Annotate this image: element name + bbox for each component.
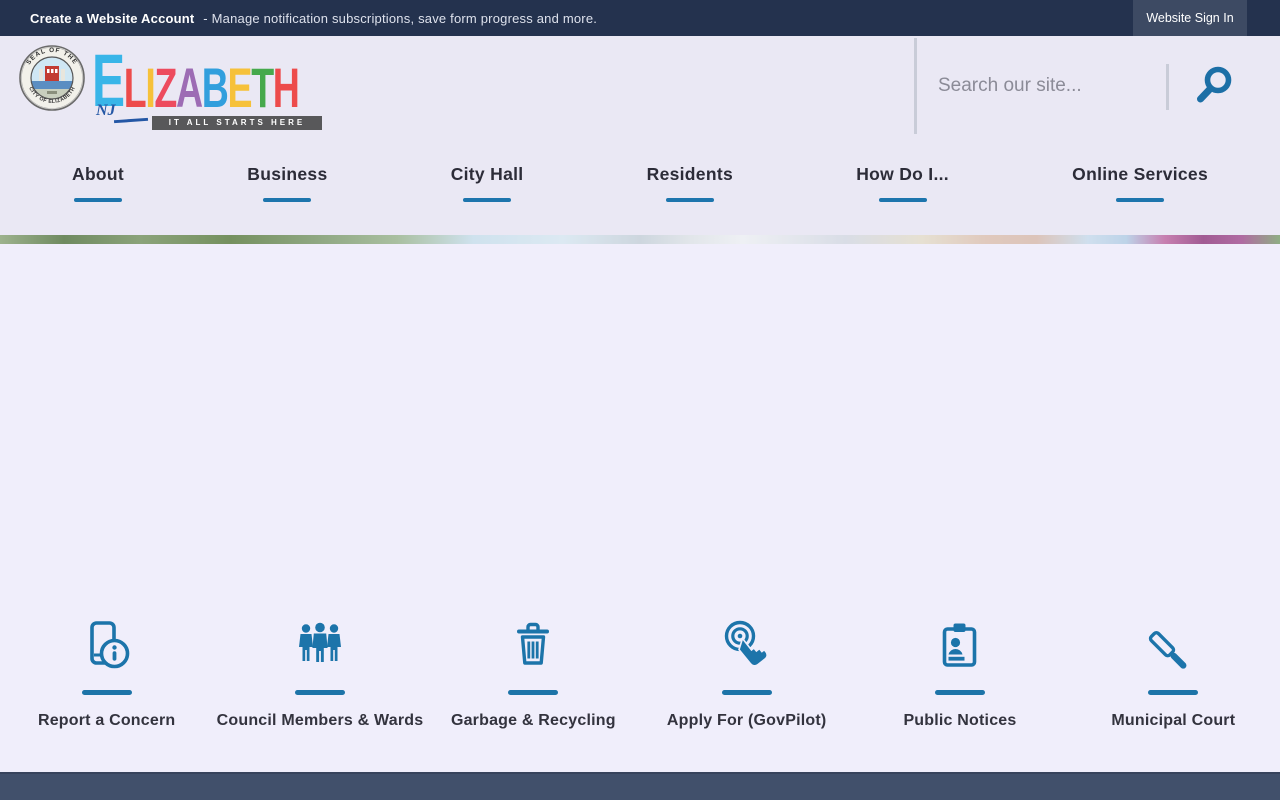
- promo-description: - Manage notification subscriptions, sav…: [203, 10, 598, 26]
- nj-state-label: NJ: [96, 102, 116, 119]
- logo-letter: H: [272, 56, 300, 120]
- hero-image-strip: [0, 235, 1280, 244]
- footer-bar: [0, 772, 1280, 800]
- site-header: SEAL OF THE CITY OF ELIZABETH E L I Z A …: [0, 36, 1280, 136]
- nav-item-city-hall[interactable]: City Hall: [451, 136, 524, 235]
- search-divider: [1166, 64, 1169, 110]
- quicklink-public-notices[interactable]: Public Notices: [853, 617, 1066, 730]
- nav-underline: [878, 197, 927, 202]
- nav-label: City Hall: [450, 163, 524, 184]
- logo-letter: A: [175, 56, 203, 120]
- logo-tagline: IT ALL STARTS HERE: [152, 115, 322, 130]
- search-button[interactable]: [1192, 64, 1236, 108]
- clipboard-person-icon: [942, 623, 977, 667]
- logo-letters: E L I Z A B E T H: [92, 39, 320, 122]
- nav-label: Business: [247, 163, 328, 184]
- nav-label: About: [72, 163, 125, 184]
- elizabeth-wordmark-logo[interactable]: E L I Z A B E T H NJ IT ALL STARTS HERE: [92, 39, 432, 130]
- search-icon: [1197, 66, 1232, 103]
- people-icon: [298, 622, 341, 662]
- quicklink-underline: [721, 690, 772, 695]
- logo-letter: E: [92, 39, 125, 122]
- nav-label: Online Services: [1072, 163, 1208, 184]
- nav-underline: [463, 197, 512, 202]
- nav-label: How Do I...: [856, 163, 949, 184]
- nav-underline: [263, 197, 312, 202]
- nav-label: Residents: [646, 163, 733, 184]
- nav-underline: [665, 197, 714, 202]
- header-divider: [914, 38, 917, 134]
- quicklink-municipal-court[interactable]: Municipal Court: [1067, 617, 1280, 730]
- quicklink-underline: [81, 690, 132, 695]
- gavel-icon: [1149, 631, 1187, 669]
- quicklink-underline: [294, 690, 345, 695]
- city-seal-logo[interactable]: SEAL OF THE CITY OF ELIZABETH: [19, 45, 85, 111]
- quicklink-label: Report a Concern: [37, 712, 176, 729]
- quicklink-label: Public Notices: [903, 712, 1017, 729]
- main-content-area: Report a Concern Council Members & Ward: [0, 244, 1280, 772]
- phone-info-icon: [89, 621, 129, 669]
- quicklink-underline: [508, 690, 559, 695]
- quick-links-row: Report a Concern Council Members & Ward: [0, 617, 1280, 730]
- search-input[interactable]: [938, 66, 1153, 106]
- quicklink-label: Council Members & Wards: [216, 712, 424, 729]
- account-promo-text: Create a Website Account - Manage notifi…: [30, 11, 597, 26]
- quicklink-underline: [934, 690, 985, 695]
- quicklink-garbage-recycling[interactable]: Garbage & Recycling: [427, 617, 640, 730]
- quicklink-report-a-concern[interactable]: Report a Concern: [0, 617, 213, 730]
- nav-item-online-services[interactable]: Online Services: [1072, 136, 1208, 235]
- logo-letter: T: [251, 56, 274, 120]
- logo-letter: E: [227, 56, 253, 120]
- logo-letter: I: [145, 56, 155, 120]
- nav-underline: [1116, 197, 1165, 202]
- nav-underline: [74, 197, 123, 202]
- quicklink-label: Garbage & Recycling: [450, 712, 616, 729]
- nav-item-about[interactable]: About: [72, 136, 124, 235]
- top-utility-bar: Create a Website Account - Manage notifi…: [0, 0, 1280, 36]
- logo-letter: Z: [154, 56, 177, 120]
- quicklink-underline: [1148, 690, 1199, 695]
- logo-letter: L: [123, 56, 147, 120]
- logo-letter: B: [201, 56, 229, 120]
- tap-click-icon: [724, 620, 768, 667]
- create-account-link[interactable]: Create a Website Account: [30, 10, 195, 26]
- trash-icon: [517, 622, 550, 665]
- nav-item-residents[interactable]: Residents: [647, 136, 733, 235]
- nav-item-how-do-i[interactable]: How Do I...: [856, 136, 949, 235]
- quicklink-label: Apply For (GovPilot): [666, 712, 827, 729]
- quicklink-council-members-wards[interactable]: Council Members & Wards: [213, 617, 426, 730]
- quicklink-apply-for-govpilot[interactable]: Apply For (GovPilot): [640, 617, 853, 730]
- main-navigation: About Business City Hall Residents How D…: [0, 136, 1280, 235]
- nav-item-business[interactable]: Business: [247, 136, 327, 235]
- website-sign-in-button[interactable]: Website Sign In: [1133, 0, 1247, 36]
- quicklink-label: Municipal Court: [1111, 712, 1236, 729]
- city-seal-icon: SEAL OF THE CITY OF ELIZABETH: [19, 45, 85, 111]
